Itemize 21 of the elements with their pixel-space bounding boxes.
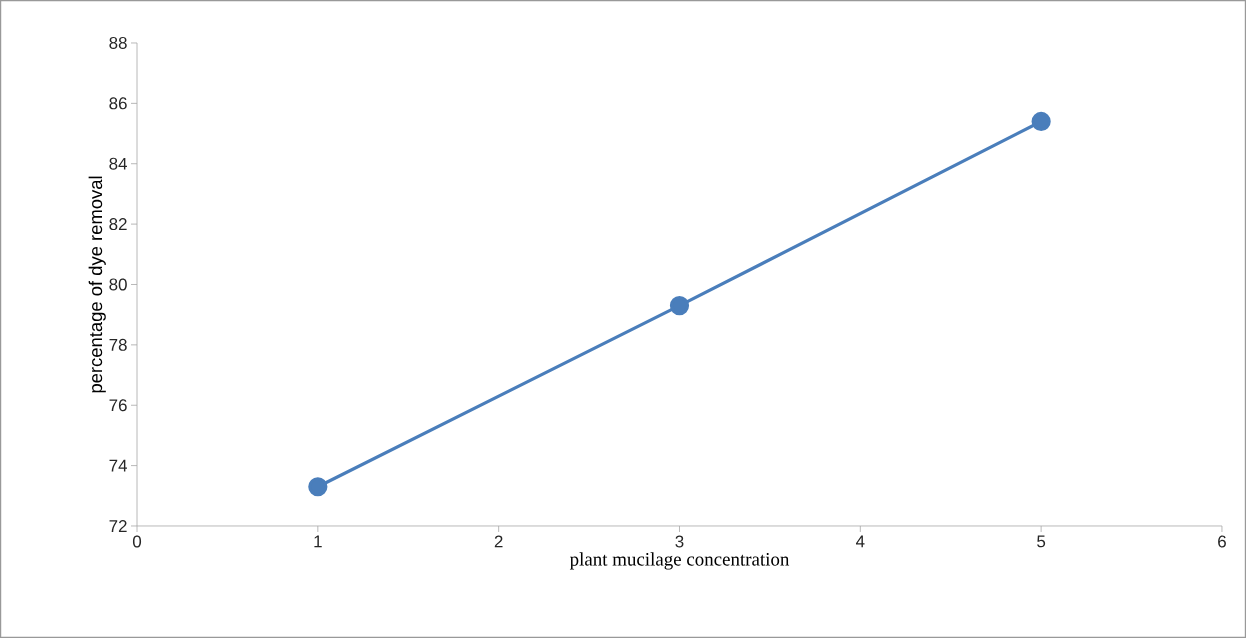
- x-axis-title: plant mucilage concentration: [569, 552, 790, 570]
- y-tick-label: 86: [109, 97, 127, 110]
- y-tick-label: 72: [109, 520, 127, 532]
- y-tick-label: 78: [109, 338, 127, 351]
- y-tick-label: 80: [109, 278, 127, 291]
- y-tick-label: 88: [109, 36, 127, 49]
- y-tick-label: 76: [109, 399, 127, 412]
- x-tick-label: 6: [1218, 535, 1226, 548]
- y-tick-label: 84: [109, 157, 127, 170]
- y-tick-label: 74: [109, 459, 127, 472]
- x-tick-label: 5: [1037, 535, 1046, 548]
- x-tick-label: 2: [494, 535, 503, 548]
- point: [669, 296, 690, 316]
- x-tick-label: 3: [675, 535, 684, 548]
- x-tick-label: 1: [314, 535, 322, 548]
- x-tick-label: 0: [132, 535, 142, 548]
- y-tick-label: 82: [109, 218, 127, 231]
- x-tick-label: 4: [855, 535, 865, 548]
- point: [1031, 111, 1051, 132]
- point: [308, 477, 328, 497]
- y-axis-title: percentage of dye removal: [88, 176, 106, 393]
